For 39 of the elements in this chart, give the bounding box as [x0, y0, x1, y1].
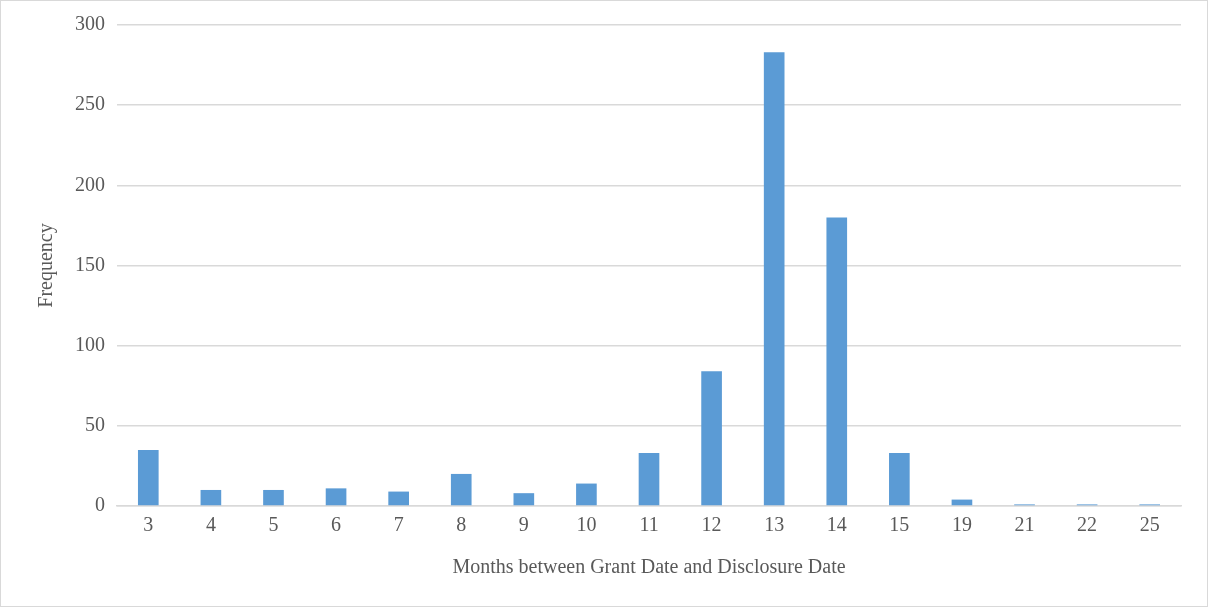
- x-tick-label: 4: [205, 513, 216, 536]
- y-tick-label: 0: [95, 493, 105, 516]
- y-tick-label: 100: [75, 332, 105, 355]
- bar: [325, 488, 347, 506]
- bar: [450, 473, 472, 506]
- x-tick-label: 11: [639, 513, 659, 536]
- x-tick-label: 8: [456, 513, 467, 536]
- bar: [638, 453, 660, 506]
- x-tick-label: 9: [518, 513, 529, 536]
- y-tick-label: 150: [75, 252, 105, 275]
- x-tick-label: 14: [826, 513, 847, 536]
- y-tick-label: 200: [75, 172, 105, 195]
- x-tick-label: 10: [576, 513, 597, 536]
- bar: [263, 489, 284, 506]
- bar: [576, 483, 597, 506]
- y-tick-label: 300: [75, 12, 105, 35]
- bar: [200, 489, 222, 506]
- y-tick-label: 250: [75, 92, 105, 115]
- y-axis-title: Frequency: [34, 223, 58, 308]
- x-tick-label: 13: [764, 513, 785, 536]
- bar: [137, 449, 159, 506]
- x-tick-label: 6: [331, 513, 342, 536]
- x-tick-label: 12: [701, 513, 722, 536]
- x-tick-label: 3: [143, 513, 154, 536]
- bar: [513, 493, 535, 506]
- y-tick-label: 50: [85, 413, 105, 436]
- x-axis-title: Months between Grant Date and Disclosure Date: [452, 555, 846, 578]
- x-tick-label: 22: [1077, 513, 1098, 536]
- bar: [701, 371, 722, 506]
- x-tick-label: 5: [268, 513, 279, 536]
- x-tick-label: 25: [1139, 513, 1160, 536]
- x-tick-label: 21: [1014, 513, 1035, 536]
- bar: [763, 52, 785, 506]
- x-tick-label: 19: [951, 513, 972, 536]
- bar: [388, 491, 409, 506]
- bar: [826, 217, 848, 506]
- x-tick-label: 7: [393, 513, 404, 536]
- x-tick-label: 15: [889, 513, 910, 536]
- bar: [889, 453, 910, 506]
